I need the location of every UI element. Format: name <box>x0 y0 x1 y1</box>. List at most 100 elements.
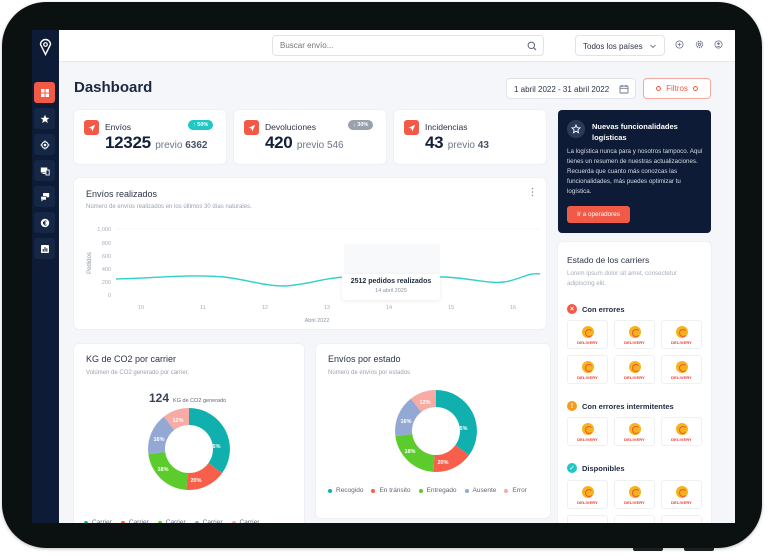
svg-text:10: 10 <box>138 305 144 311</box>
gear-icon[interactable] <box>695 40 704 49</box>
svg-text:12%: 12% <box>172 418 183 424</box>
star-icon <box>567 120 585 138</box>
legend-item: Recogido <box>328 487 363 494</box>
legend-item: Entregado <box>418 487 457 494</box>
co2-donut-chart: 35% 20% 18% 16% 12% <box>148 408 230 490</box>
kpi-trend-badge: ↓ 30% <box>348 120 374 130</box>
carriers-status-card: Estado de los carriers Lorem ipsum dolor… <box>558 242 711 523</box>
sidebar-item-favorites[interactable] <box>34 108 55 129</box>
co2-total-value: 124 <box>149 391 170 405</box>
euro-icon <box>40 218 49 227</box>
chart-subtitle: Número de envíos por estados <box>328 370 411 376</box>
tooltip-date: 14 abril 2025 <box>375 288 407 294</box>
group-label: Con errores intermitentes <box>582 401 674 411</box>
carrier-name: DELIVERY <box>671 437 692 442</box>
delivery-logo-icon <box>582 361 594 373</box>
svg-text:200: 200 <box>102 280 111 286</box>
date-range-picker[interactable]: 1 abril 2022 - 31 abril 2022 <box>506 78 636 99</box>
sidebar-item-dashboard[interactable] <box>34 82 55 103</box>
carrier-tile[interactable]: DELIVERY <box>614 417 655 446</box>
send-icon <box>244 120 259 135</box>
carrier-name: DELIVERY <box>671 500 692 505</box>
location-pin-logo-icon[interactable] <box>38 38 53 56</box>
news-body: La logística nunca para y nosotros tampo… <box>567 148 703 195</box>
kpi-card-envios: Envíos ↑ 50% 12325 previo 6362 <box>74 110 226 164</box>
device-button <box>684 548 714 551</box>
kpi-prev-value: 43 <box>477 140 489 151</box>
kpi-number: 43 <box>425 133 444 152</box>
carrier-tile[interactable] <box>614 515 655 523</box>
user-circle-icon[interactable] <box>714 40 723 49</box>
carrier-tile[interactable]: DELIVERY <box>661 320 702 349</box>
search-box[interactable] <box>272 35 544 56</box>
search-icon[interactable] <box>527 41 537 51</box>
chat-icon <box>40 192 49 201</box>
plus-circle-icon[interactable] <box>675 40 684 49</box>
carrier-tile[interactable]: DELIVERY <box>614 480 655 509</box>
delivery-logo-icon <box>676 486 688 498</box>
search-input[interactable] <box>280 41 500 50</box>
carrier-tile[interactable]: DELIVERY <box>614 355 655 384</box>
send-icon <box>84 120 99 135</box>
go-to-operators-button[interactable]: Ir a operadores <box>567 206 630 223</box>
country-select[interactable]: Todos los países <box>575 35 665 56</box>
sidebar-item-billing[interactable] <box>34 212 55 233</box>
sidebar-item-devices[interactable] <box>34 160 55 181</box>
carrier-name: DELIVERY <box>577 437 598 442</box>
sidebar-item-messages[interactable] <box>34 186 55 207</box>
country-select-value: Todos los países <box>583 42 643 51</box>
date-range-value: 1 abril 2022 - 31 abril 2022 <box>514 85 610 94</box>
carrier-name: DELIVERY <box>577 375 598 380</box>
group-intermittent-errors: ! Con errores intermitentes <box>567 401 674 411</box>
carrier-tile[interactable]: DELIVERY <box>661 417 702 446</box>
carrier-tile[interactable]: DELIVERY <box>567 355 608 384</box>
x-circle-icon: × <box>567 304 577 314</box>
carriers-title: Estado de los carriers <box>567 255 650 265</box>
carrier-tile[interactable]: DELIVERY <box>567 320 608 349</box>
carrier-name: DELIVERY <box>577 500 598 505</box>
filters-button[interactable]: Filtros <box>643 78 711 99</box>
more-options-icon[interactable] <box>531 187 534 197</box>
bar-chart-icon <box>40 244 49 253</box>
chart-subtitle: Número de envíos realizados en los últim… <box>86 204 252 210</box>
sidebar-item-tracking[interactable] <box>34 134 55 155</box>
status-chart-card: Envíos por estado Número de envíos por e… <box>316 344 550 518</box>
grid-icon <box>40 88 49 97</box>
co2-total-label: KG de CO2 generado <box>173 398 227 404</box>
svg-text:18%: 18% <box>157 467 168 473</box>
delivery-logo-icon <box>629 423 641 435</box>
svg-text:Abril 2022: Abril 2022 <box>305 318 330 324</box>
kpi-label: Devoluciones <box>265 122 317 132</box>
shipments-line-chart: 1,000 800 600 400 200 0 Pedidos 10 11 12 13 14 15 1… <box>87 227 541 324</box>
carrier-name: DELIVERY <box>624 375 645 380</box>
carrier-tile[interactable] <box>661 515 702 523</box>
delivery-logo-icon <box>629 326 641 338</box>
group-label: Disponibles <box>582 463 625 473</box>
legend-item: Carrier <box>231 519 259 523</box>
chevron-icon <box>692 86 698 91</box>
svg-text:Pedidos: Pedidos <box>87 252 93 274</box>
legend-item: Carrier <box>84 519 112 523</box>
news-panel: Nuevas funcionalidades logísticas La log… <box>558 110 711 233</box>
carrier-tile[interactable]: DELIVERY <box>614 320 655 349</box>
carrier-name: DELIVERY <box>671 375 692 380</box>
kpi-value: 420 previo 546 <box>265 133 344 153</box>
carrier-tile[interactable] <box>567 515 608 523</box>
group-label: Con errores <box>582 304 625 314</box>
sidebar <box>32 30 59 523</box>
sidebar-item-reports[interactable] <box>34 238 55 259</box>
carrier-tile[interactable]: DELIVERY <box>661 480 702 509</box>
kpi-number: 12325 <box>105 133 151 152</box>
chart-title: Envíos realizados <box>86 189 158 199</box>
tooltip-title: 2512 pedidos realizados <box>350 278 432 285</box>
kpi-prev-label: previo <box>296 140 325 151</box>
carrier-tile[interactable]: DELIVERY <box>567 417 608 446</box>
carrier-tile[interactable]: DELIVERY <box>567 480 608 509</box>
carrier-tile[interactable]: DELIVERY <box>661 355 702 384</box>
filters-label: Filtros <box>666 84 688 93</box>
svg-text:35%: 35% <box>456 426 467 432</box>
svg-text:15: 15 <box>448 305 454 311</box>
svg-text:1,000: 1,000 <box>97 227 111 233</box>
legend-item: Carrier <box>194 519 223 523</box>
svg-text:11: 11 <box>200 305 206 311</box>
